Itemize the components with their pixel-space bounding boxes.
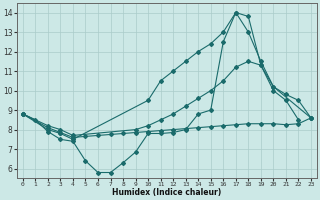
X-axis label: Humidex (Indice chaleur): Humidex (Indice chaleur)	[112, 188, 221, 197]
